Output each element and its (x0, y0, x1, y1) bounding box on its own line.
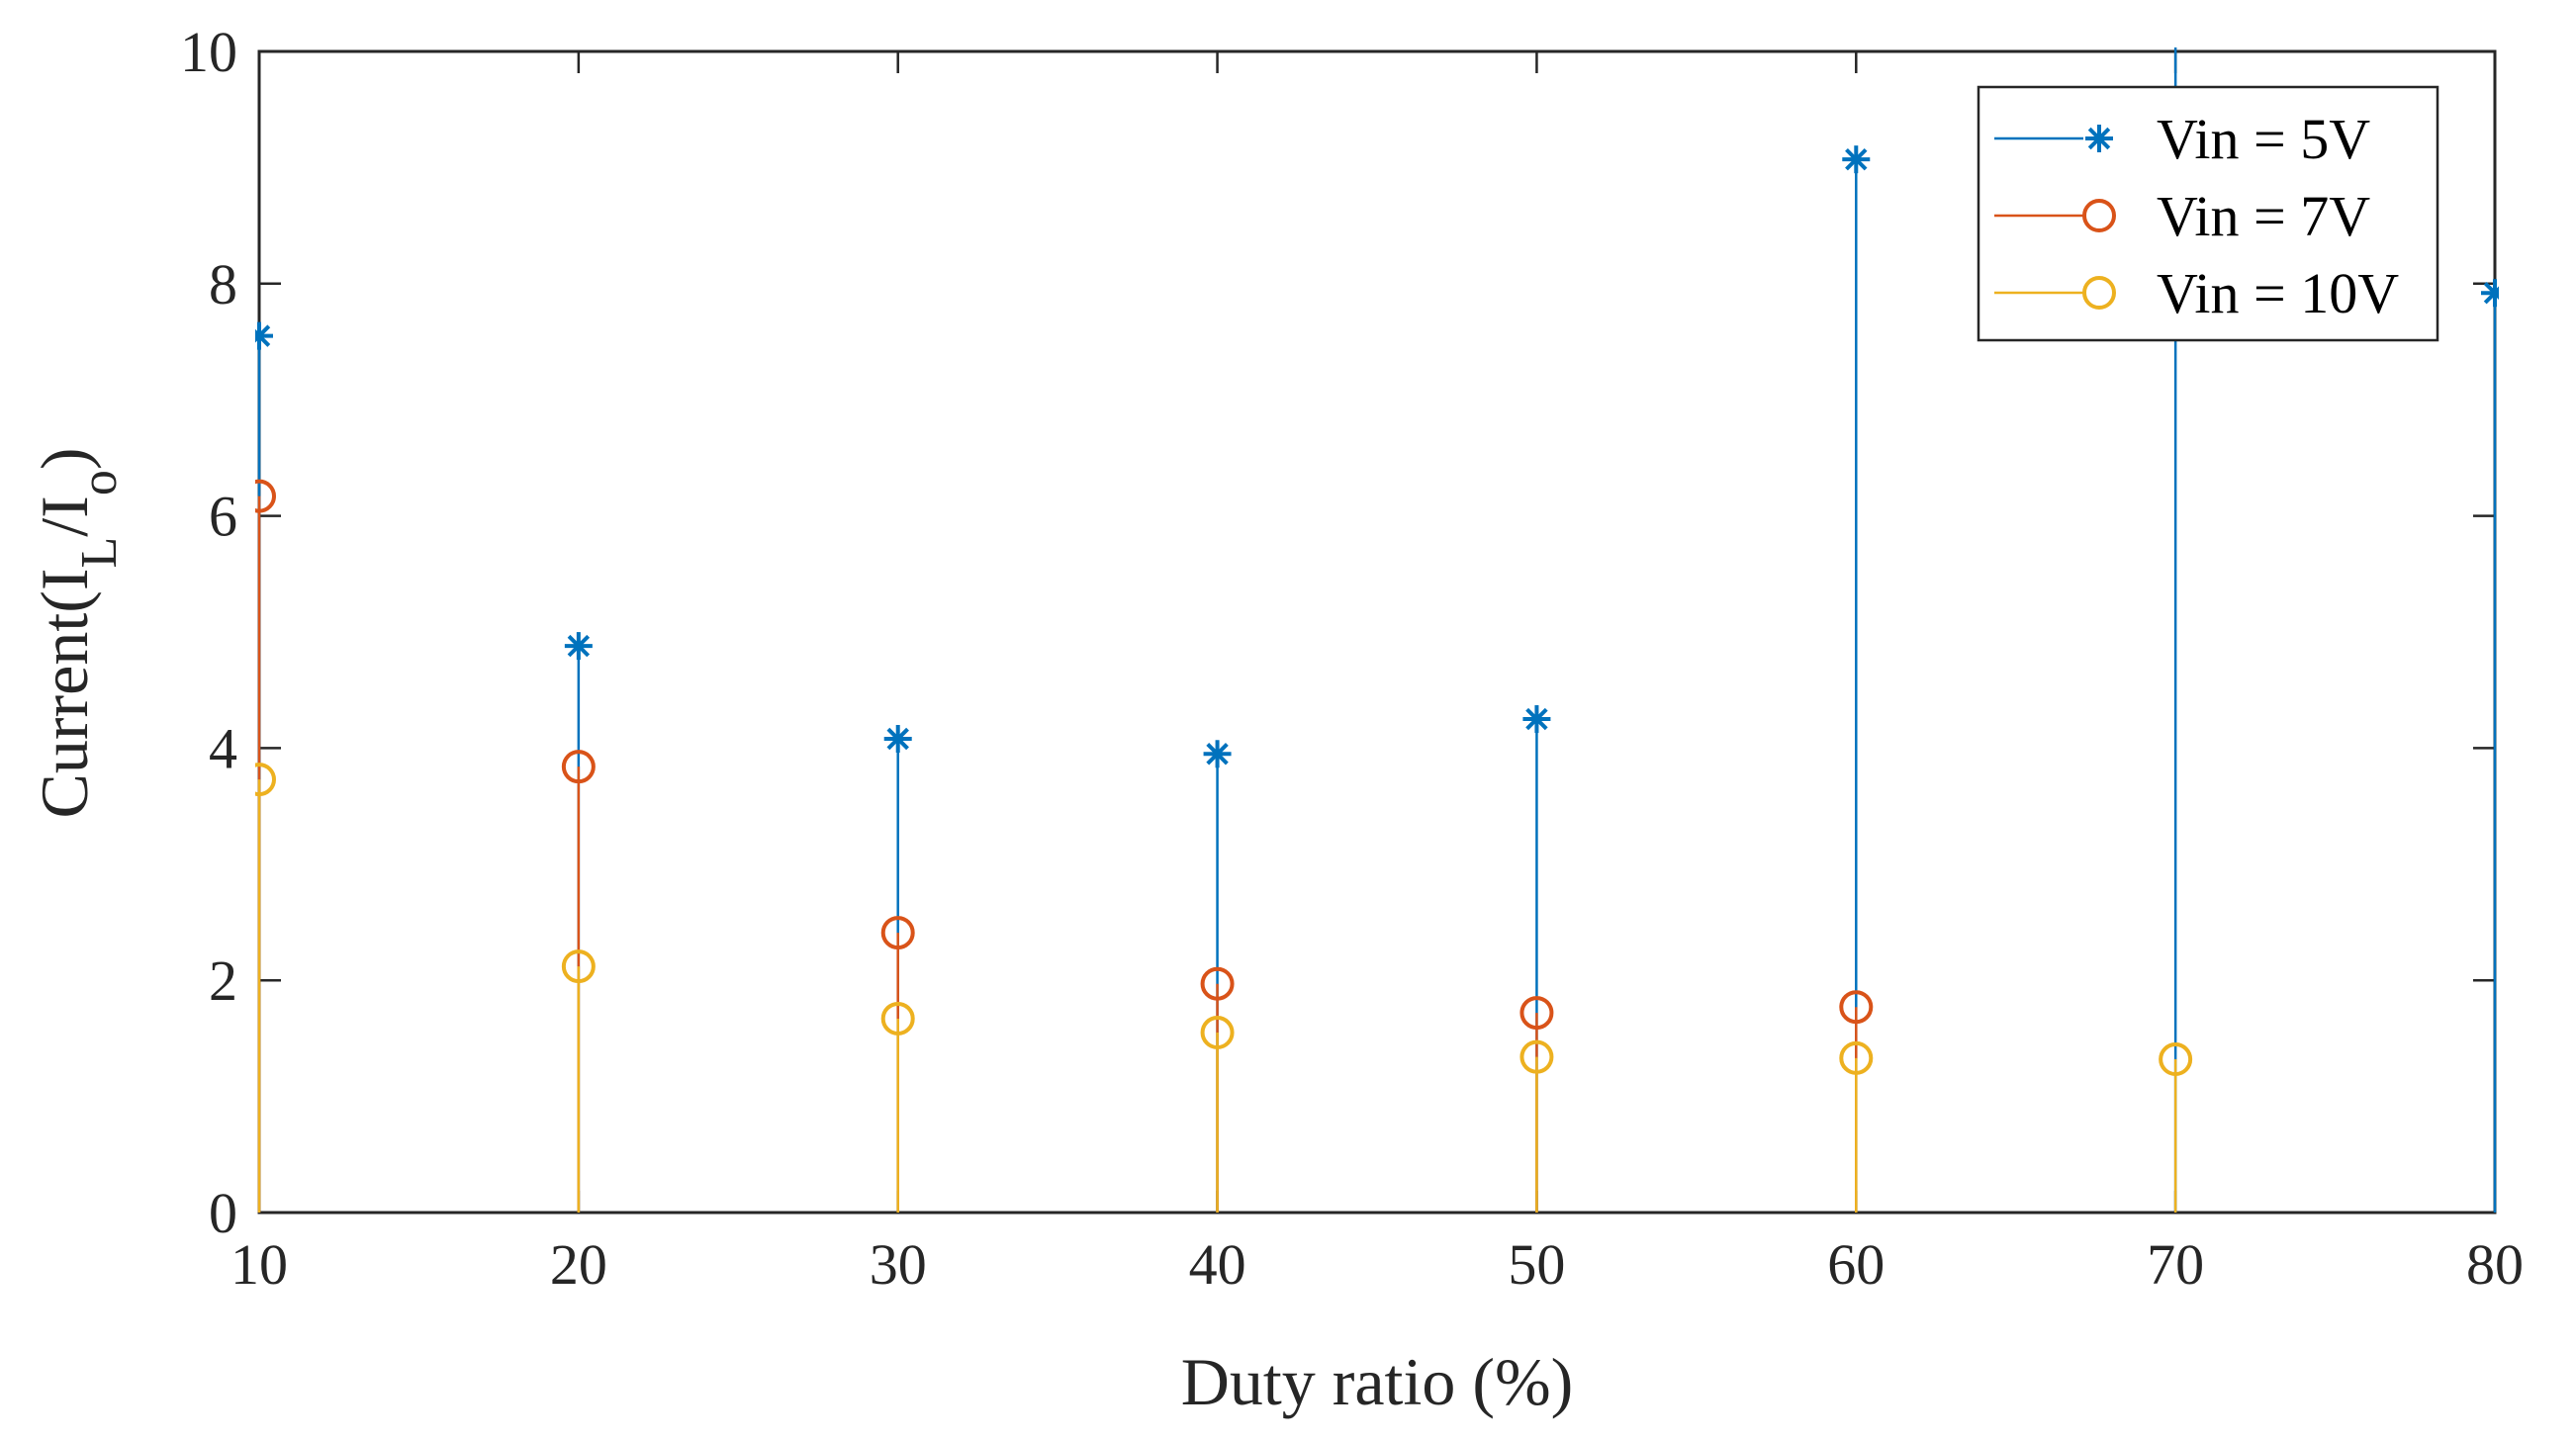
x-tick-labels: 10 20 30 40 50 60 70 80 (230, 1232, 2524, 1297)
y-tick-label: 2 (209, 948, 237, 1013)
y-label-prefix: Current(I (27, 568, 102, 818)
data-point (1842, 145, 1871, 174)
x-tick-label: 70 (2147, 1232, 2204, 1297)
y-label-suffix: ) (27, 448, 102, 471)
data-point-stroke (567, 634, 591, 658)
series-markers-1 (255, 479, 1874, 1031)
data-point-stroke (1206, 743, 1229, 766)
data-point (2162, 0, 2189, 7)
legend-items: Vin = 5V Vin = 7V Vin = 10V (1994, 107, 2399, 325)
data-point-stroke (886, 727, 909, 751)
legend-box (1977, 85, 2439, 342)
data-point (1522, 705, 1551, 734)
x-tick-label: 80 (2466, 1232, 2524, 1297)
data-point (2159, 1042, 2193, 1077)
legend-label: Vin = 5V (2157, 107, 2370, 171)
data-point (255, 321, 273, 350)
y-tick-label: 10 (180, 20, 237, 84)
data-point (883, 725, 912, 754)
x-tick-label: 10 (230, 1232, 288, 1297)
data-point (1200, 1016, 1235, 1050)
x-axis-label: Duty ratio (%) (1181, 1344, 1574, 1419)
data-point (880, 916, 915, 950)
data-point (1519, 1039, 1554, 1074)
series-markers-0 (255, 0, 2499, 768)
y-tick-label: 4 (209, 716, 237, 780)
legend-marker (2082, 276, 2116, 310)
y-label-sub-o: o (71, 470, 128, 496)
y-label-mid: /I (27, 496, 102, 537)
legend-marker (2085, 125, 2113, 152)
data-point (1839, 990, 1874, 1025)
legend: Vin = 5V Vin = 7V Vin = 10V (1977, 85, 2439, 342)
y-tick-labels: 0 2 4 6 8 10 (180, 20, 237, 1245)
data-point-stroke (1525, 707, 1548, 731)
y-tick-label: 6 (209, 485, 237, 549)
data-point (564, 632, 593, 661)
data-point-stroke (255, 324, 271, 343)
x-tick-label: 50 (1508, 1232, 1565, 1297)
data-point (1200, 966, 1235, 1001)
data-point (255, 479, 276, 513)
y-axis-label: Current(IL/Io) (27, 448, 128, 819)
series-markers-2 (255, 763, 2193, 1077)
y-tick-label: 8 (209, 252, 237, 316)
data-point-stroke (1845, 147, 1868, 171)
data-point (1519, 996, 1554, 1031)
legend-marker-stroke (2087, 127, 2111, 150)
data-point (561, 750, 596, 784)
data-point (255, 763, 276, 797)
series-2 (257, 779, 2177, 1213)
data-point-stroke (2165, 0, 2185, 3)
x-tick-label: 20 (550, 1232, 607, 1297)
legend-marker (2082, 199, 2116, 232)
data-point (2481, 279, 2499, 308)
legend-label: Vin = 7V (2157, 184, 2370, 248)
y-label-sub-l: L (71, 537, 128, 569)
data-point (1203, 740, 1232, 768)
data-point-stroke (2165, 0, 2185, 3)
y-tick-label: 0 (209, 1181, 237, 1245)
data-point (1839, 1040, 1874, 1075)
x-tick-label: 30 (870, 1232, 927, 1297)
data-point (880, 1001, 915, 1036)
series-layer (255, 0, 2499, 1213)
x-tick-label: 40 (1189, 1232, 1246, 1297)
x-tick-label: 60 (1827, 1232, 1885, 1297)
data-point-stroke (2483, 286, 2499, 305)
legend-label: Vin = 10V (2157, 261, 2399, 325)
data-point (561, 949, 596, 984)
